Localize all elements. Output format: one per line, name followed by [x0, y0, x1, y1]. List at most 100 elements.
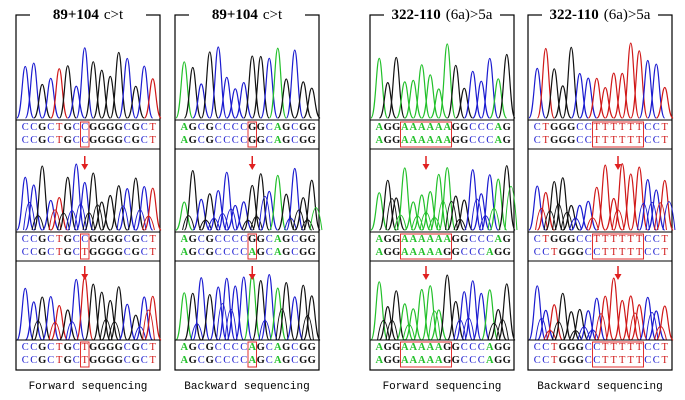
trace-peak	[587, 297, 606, 341]
base: C	[22, 122, 29, 133]
title-locus: 89+104	[212, 7, 259, 23]
trace-peak	[67, 163, 86, 231]
base: C	[215, 135, 222, 146]
base: A	[401, 342, 409, 353]
base: A	[426, 122, 434, 133]
mutation-box	[80, 121, 90, 148]
base: C	[223, 247, 230, 258]
base: G	[443, 342, 451, 353]
trace-peak	[560, 211, 574, 231]
title-locus: 322-110	[550, 7, 599, 23]
base: G	[257, 234, 265, 245]
trace-peak	[571, 204, 589, 231]
base: G	[106, 355, 114, 366]
trace-peak	[378, 306, 397, 341]
base: C	[30, 234, 37, 245]
base: G	[282, 135, 290, 146]
base: C	[534, 355, 541, 366]
base: G	[38, 122, 46, 133]
base: G	[64, 342, 72, 353]
base: A	[486, 342, 494, 353]
base: C	[73, 342, 80, 353]
trace-peak	[579, 310, 598, 341]
sequence: AGGAAAAAGGCCCAGG	[375, 342, 510, 353]
base: C	[486, 135, 493, 146]
trace-peak	[58, 309, 77, 341]
base: A	[409, 135, 417, 146]
base: C	[223, 135, 230, 146]
base: G	[452, 234, 460, 245]
base: T	[628, 355, 635, 366]
trace-peak	[412, 64, 431, 119]
base: C	[593, 342, 600, 353]
trace-peak	[251, 280, 270, 341]
base: C	[644, 122, 651, 133]
sequence: C TGGGCC T T T T T T CC T	[534, 122, 669, 133]
base: T	[551, 355, 558, 366]
trace-peak	[421, 191, 440, 231]
trace-peak	[127, 314, 145, 341]
trace-peak	[285, 296, 304, 341]
trace-peak	[630, 50, 649, 119]
base: C	[486, 234, 493, 245]
trace-peak	[552, 203, 565, 231]
trace-peak	[536, 191, 555, 231]
trace-peak	[404, 308, 423, 341]
base: G	[559, 122, 567, 133]
base: G	[550, 234, 558, 245]
trace-peak	[91, 204, 104, 231]
base: C	[81, 122, 88, 133]
base: T	[636, 355, 643, 366]
base: C	[461, 247, 468, 258]
base: C	[653, 355, 660, 366]
trace-peak	[67, 278, 86, 341]
base: A	[426, 247, 434, 258]
mutation-box	[592, 121, 644, 148]
trace-peak	[41, 77, 60, 119]
base: G	[206, 135, 214, 146]
base: C	[534, 234, 541, 245]
base: G	[282, 234, 290, 245]
base: A	[401, 247, 409, 258]
base: G	[89, 355, 97, 366]
base: T	[551, 247, 558, 258]
trace-peak	[470, 198, 484, 231]
trace-peak	[387, 197, 406, 231]
trace-peak	[421, 74, 440, 119]
trace-peak	[445, 200, 458, 231]
base: T	[56, 122, 63, 133]
sequence: AGCGCCCCGGCAGCGG	[180, 122, 315, 133]
trace-peak	[404, 201, 423, 231]
base: G	[308, 355, 316, 366]
trace-peak	[126, 85, 145, 119]
trace-peak	[504, 186, 518, 231]
base: G	[392, 247, 400, 258]
title-change: c>t	[104, 7, 124, 23]
base: G	[308, 122, 316, 133]
trace-peak	[378, 179, 397, 231]
trace-peak	[570, 308, 589, 341]
trace-peak	[604, 197, 623, 231]
trace-peak	[41, 295, 60, 341]
trace-peak	[277, 282, 296, 341]
base: T	[628, 247, 635, 258]
trace-peak	[455, 291, 474, 341]
trace-peak	[395, 303, 414, 341]
base: G	[189, 342, 197, 353]
base: G	[38, 342, 46, 353]
panel-title: 89+104 c>t	[212, 7, 283, 23]
trace-peak	[109, 51, 128, 119]
base: C	[478, 122, 485, 133]
base: G	[392, 135, 400, 146]
trace-peak	[497, 283, 516, 341]
base: A	[435, 355, 443, 366]
base: G	[89, 247, 97, 258]
base: G	[64, 355, 72, 366]
trace-peak	[31, 215, 45, 231]
trace-peak	[594, 313, 608, 341]
trace-peak	[536, 309, 555, 341]
base: G	[64, 234, 72, 245]
base: T	[628, 234, 635, 245]
trace-peak	[421, 285, 440, 341]
title-change: (6a)>5a	[446, 7, 493, 23]
